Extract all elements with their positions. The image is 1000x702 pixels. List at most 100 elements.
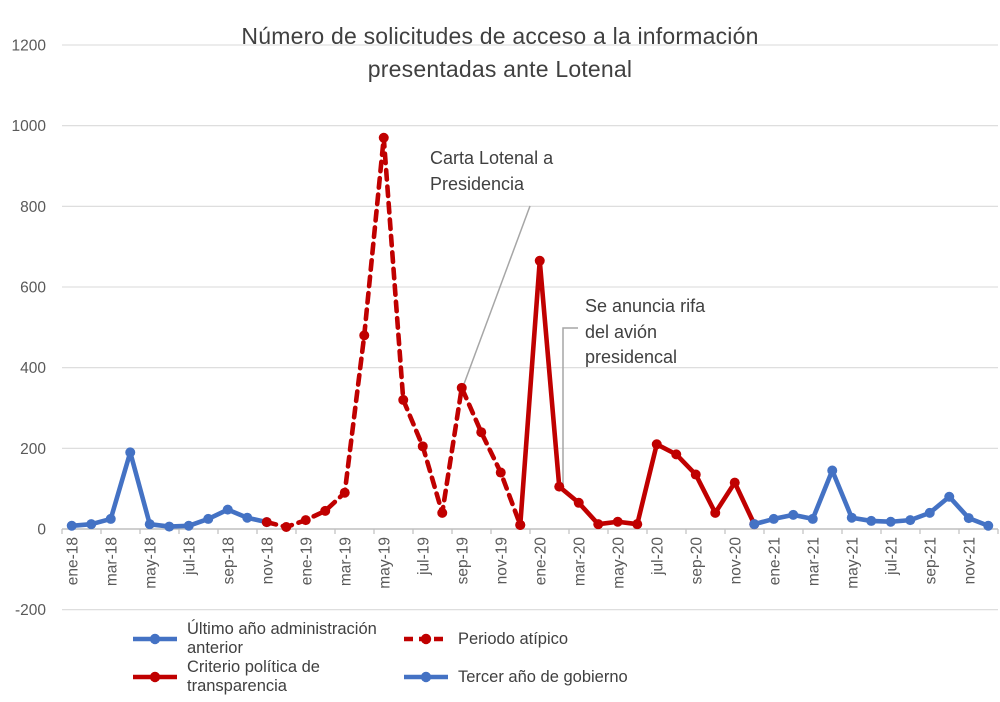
legend-swatch-blue-solid-2-icon bbox=[403, 671, 449, 683]
data-point-marker bbox=[690, 469, 701, 480]
x-axis-label: may-21 bbox=[844, 537, 861, 589]
data-point-marker bbox=[339, 487, 350, 498]
data-point-marker bbox=[515, 519, 526, 530]
annotation-leader-rifa-avion bbox=[562, 327, 578, 485]
data-point-marker bbox=[768, 513, 779, 524]
annotation-line: Se anuncia rifa bbox=[585, 296, 706, 316]
x-axis-label: may-20 bbox=[610, 537, 627, 589]
legend-label: Periodo atípico bbox=[458, 629, 569, 648]
y-axis-label: 1000 bbox=[12, 118, 47, 135]
series-3 bbox=[515, 255, 760, 530]
data-point-marker bbox=[710, 507, 721, 518]
x-axis-label: ene-21 bbox=[766, 537, 783, 585]
annotation-line: Presidencia bbox=[430, 173, 525, 194]
x-axis-label: ene-18 bbox=[64, 537, 81, 585]
x-axis-label: sep-18 bbox=[220, 537, 237, 584]
data-point-marker bbox=[144, 519, 155, 530]
annotation-line: Carta Lotenal a bbox=[430, 148, 554, 168]
series-2 bbox=[261, 132, 526, 532]
y-axis-label: -200 bbox=[15, 602, 46, 619]
data-point-marker bbox=[281, 521, 292, 532]
data-point-marker bbox=[846, 512, 857, 523]
x-axis-label: sep-20 bbox=[688, 537, 705, 585]
data-point-marker bbox=[261, 517, 272, 528]
x-axis-label: jul-18 bbox=[181, 537, 198, 576]
data-point-marker bbox=[417, 441, 428, 452]
chart-title: Número de solicitudes de acceso a la inf… bbox=[241, 23, 759, 82]
annotation-line: presidencal bbox=[585, 347, 678, 368]
legend-swatch-red-dashed-icon bbox=[403, 633, 449, 645]
data-point-marker bbox=[86, 519, 97, 530]
data-point-marker bbox=[242, 512, 253, 523]
data-point-marker bbox=[924, 507, 935, 518]
legend-item-criterio-transparencia: Criterio política de transparencia bbox=[132, 658, 403, 696]
y-axis-label: 600 bbox=[20, 280, 46, 297]
data-point-marker bbox=[593, 519, 604, 530]
data-point-marker bbox=[866, 515, 877, 526]
legend-label: Último año administración anterior bbox=[187, 620, 377, 657]
x-axis-label: nov-18 bbox=[259, 537, 276, 584]
data-point-marker bbox=[905, 515, 916, 526]
x-axis-label: sep-21 bbox=[922, 537, 939, 584]
x-axis-label: mar-20 bbox=[571, 537, 588, 586]
annotation-carta-lotenal: Carta Lotenal a Presidencia bbox=[430, 146, 553, 197]
legend-item-ultimo-ano: Último año administración anterior bbox=[132, 620, 403, 658]
y-axis-label: 0 bbox=[37, 522, 46, 539]
data-point-marker bbox=[495, 467, 506, 478]
data-point-marker bbox=[983, 520, 994, 531]
annotation-rifa-avion: Se anuncia rifa del avión presidencal bbox=[585, 294, 705, 371]
data-point-marker bbox=[378, 132, 389, 143]
data-point-marker bbox=[651, 439, 662, 450]
data-point-marker bbox=[476, 427, 487, 438]
legend-row: Último año administración anterior Perio… bbox=[132, 620, 852, 658]
x-axis-label: may-18 bbox=[142, 537, 159, 589]
data-point-marker bbox=[398, 394, 409, 405]
data-point-marker bbox=[632, 519, 643, 530]
series-1 bbox=[66, 447, 272, 532]
y-axis-label: 800 bbox=[20, 199, 46, 216]
series-line bbox=[69, 450, 270, 529]
data-point-marker bbox=[105, 513, 116, 524]
y-axis-label: 200 bbox=[20, 441, 46, 458]
x-axis-label: sep-19 bbox=[454, 537, 471, 584]
data-point-marker bbox=[183, 520, 194, 531]
x-axis-label: mar-21 bbox=[805, 537, 822, 586]
x-axis-label: mar-19 bbox=[337, 537, 354, 586]
data-point-marker bbox=[300, 515, 311, 526]
y-axis-label: 1200 bbox=[12, 38, 47, 55]
legend-item-tercer-ano: Tercer año de gobierno bbox=[403, 668, 628, 687]
x-axis-label: ene-19 bbox=[298, 537, 315, 585]
legend-row: Criterio política de transparencia Terce… bbox=[132, 658, 852, 696]
x-axis-label: nov-20 bbox=[727, 537, 744, 585]
x-axis-label: jul-19 bbox=[415, 537, 432, 576]
data-point-marker bbox=[573, 497, 584, 508]
x-axis-label: nov-21 bbox=[961, 537, 978, 584]
y-axis-label: 400 bbox=[20, 360, 46, 377]
x-axis-label: mar-18 bbox=[103, 537, 120, 586]
data-point-marker bbox=[749, 519, 760, 530]
annotation-leader-carta-lotenal bbox=[463, 205, 531, 385]
legend-label: Criterio política de transparencia bbox=[187, 658, 320, 695]
data-point-marker bbox=[671, 449, 682, 460]
legend-swatch-red-solid-icon bbox=[132, 671, 178, 683]
x-axis-label: may-19 bbox=[376, 537, 393, 589]
data-point-marker bbox=[534, 255, 545, 266]
data-point-marker bbox=[827, 465, 838, 476]
data-point-marker bbox=[66, 520, 77, 531]
data-point-marker bbox=[320, 505, 331, 516]
legend-label: Tercer año de gobierno bbox=[458, 667, 628, 686]
x-axis-label: nov-19 bbox=[493, 537, 510, 584]
data-point-marker bbox=[885, 516, 896, 527]
data-point-marker bbox=[788, 509, 799, 520]
series-4 bbox=[749, 465, 994, 531]
data-point-marker bbox=[164, 521, 175, 532]
data-point-marker bbox=[359, 330, 370, 341]
x-axis-label: jul-20 bbox=[649, 537, 666, 576]
data-point-marker bbox=[125, 447, 136, 458]
annotation-line: del avión bbox=[585, 321, 658, 342]
data-point-marker bbox=[203, 513, 214, 524]
data-point-marker bbox=[612, 516, 623, 527]
data-point-marker bbox=[222, 504, 233, 515]
